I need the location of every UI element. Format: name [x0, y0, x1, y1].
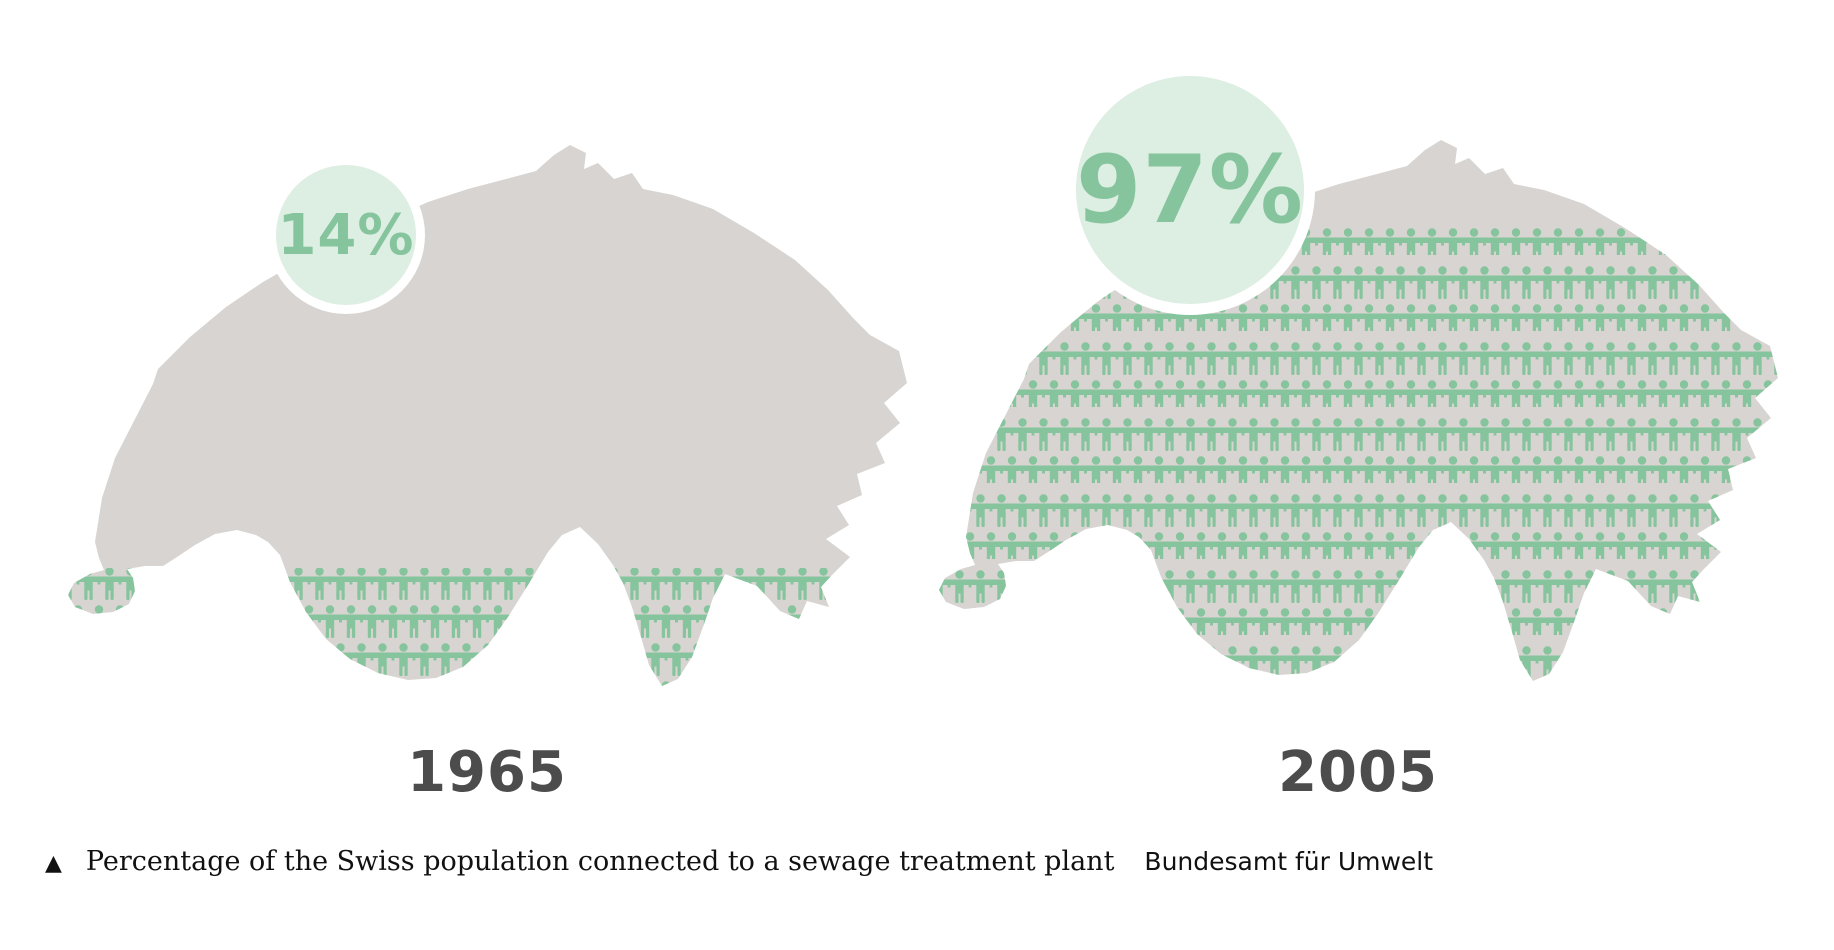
percent-badge-2005: 97% [1076, 76, 1304, 304]
caption-text: Percentage of the Swiss population conne… [85, 846, 1115, 877]
caption-source: Bundesamt für Umwelt [1144, 847, 1434, 876]
percent-value-1965: 14% [277, 202, 415, 268]
triangle-marker-icon: ▲ [45, 851, 62, 876]
map-panel-1965 [57, 108, 917, 688]
population-fill-2005 [939, 225, 1778, 681]
caption: ▲ Percentage of the Swiss population con… [45, 846, 1814, 877]
year-label-2005: 2005 [1278, 740, 1438, 805]
percent-badge-1965: 14% [276, 165, 416, 305]
map-panel-2005 [928, 103, 1788, 683]
switzerland-map-1965 [68, 145, 907, 686]
percent-value-2005: 97% [1076, 135, 1304, 245]
population-fill-1965 [68, 568, 907, 686]
year-label-1965: 1965 [407, 740, 567, 805]
switzerland-map-2005 [939, 140, 1778, 681]
